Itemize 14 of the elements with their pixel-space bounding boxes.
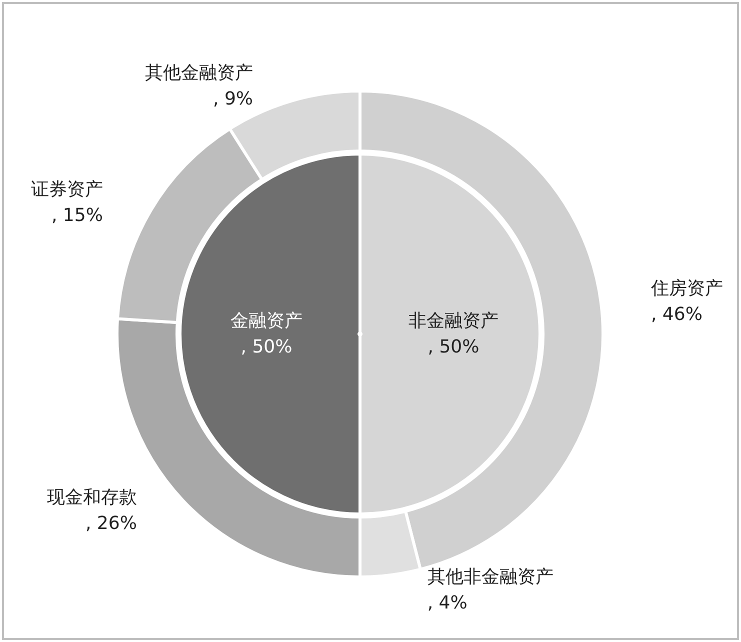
data-label: , 46% bbox=[650, 304, 702, 326]
data-label: , 26% bbox=[85, 513, 137, 534]
slice-label: 住房资产 bbox=[650, 278, 723, 300]
data-label: , 50% bbox=[428, 336, 480, 358]
slice-label: 其他金融资产 bbox=[145, 62, 254, 84]
slice-label: 非金融资产 bbox=[408, 310, 498, 332]
slice-label: 证券资产 bbox=[30, 179, 103, 200]
data-label: , 9% bbox=[213, 88, 254, 110]
data-label: , 4% bbox=[427, 592, 468, 614]
slice-label: 现金和存款 bbox=[46, 487, 137, 508]
slice-label: 其他非金融资产 bbox=[427, 566, 554, 588]
data-label: , 50% bbox=[240, 336, 292, 358]
slice-label: 金融资产 bbox=[230, 310, 302, 332]
data-label: , 15% bbox=[51, 205, 103, 226]
